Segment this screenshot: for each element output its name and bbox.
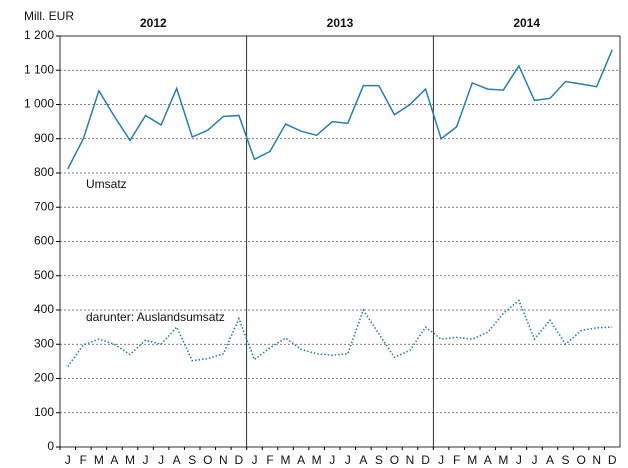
x-tick-label: D — [608, 453, 617, 467]
series-line — [67, 299, 613, 367]
x-tick-label: D — [421, 453, 430, 467]
series-annotation: darunter: Auslandsumsatz — [86, 310, 225, 324]
x-tick-label: J — [65, 453, 71, 467]
x-tick-label: A — [484, 453, 492, 467]
x-tick-label: S — [562, 453, 570, 467]
x-tick-label: S — [188, 453, 196, 467]
x-tick-label: M — [125, 453, 135, 467]
y-axis-label: Mill. EUR — [24, 9, 74, 23]
x-tick-label: M — [467, 453, 477, 467]
y-tick-label: 400 — [34, 302, 54, 316]
x-tick-label: A — [297, 453, 305, 467]
x-tick-label: J — [438, 453, 444, 467]
x-tick-label: D — [235, 453, 244, 467]
x-tick-label: J — [516, 453, 522, 467]
x-tick-label: A — [359, 453, 367, 467]
x-tick-label: N — [219, 453, 228, 467]
x-tick-label: N — [592, 453, 601, 467]
x-tick-label: J — [345, 453, 351, 467]
x-tick-label: O — [203, 453, 212, 467]
x-tick-label: J — [531, 453, 537, 467]
x-tick-label: O — [390, 453, 399, 467]
x-tick-label: S — [375, 453, 383, 467]
y-tick-label: 100 — [34, 405, 54, 419]
y-tick-label: 900 — [34, 131, 54, 145]
x-tick-label: A — [173, 453, 181, 467]
x-tick-label: F — [80, 453, 87, 467]
y-tick-label: 700 — [34, 199, 54, 213]
y-tick-label: 200 — [34, 371, 54, 385]
x-tick-label: O — [576, 453, 585, 467]
year-label: 2013 — [327, 16, 354, 30]
x-tick-label: M — [312, 453, 322, 467]
x-tick-label: F — [266, 453, 273, 467]
x-tick-label: A — [546, 453, 554, 467]
series-line — [67, 49, 613, 170]
x-tick-label: A — [110, 453, 118, 467]
y-tick-label: 600 — [34, 234, 54, 248]
y-tick-label: 500 — [34, 268, 54, 282]
x-tick-label: J — [329, 453, 335, 467]
x-tick-label: J — [143, 453, 149, 467]
y-tick-label: 800 — [34, 165, 54, 179]
y-tick-label: 0 — [47, 439, 54, 453]
y-tick-label: 1 100 — [24, 62, 54, 76]
x-tick-label: M — [94, 453, 104, 467]
y-tick-label: 1 200 — [24, 28, 54, 42]
series-annotation: Umsatz — [86, 177, 127, 191]
year-label: 2014 — [513, 16, 540, 30]
x-tick-label: M — [281, 453, 291, 467]
y-tick-label: 300 — [34, 336, 54, 350]
x-tick-label: F — [453, 453, 460, 467]
x-tick-label: J — [158, 453, 164, 467]
x-tick-label: J — [251, 453, 257, 467]
year-label: 2012 — [140, 16, 167, 30]
y-tick-label: 1 000 — [24, 97, 54, 111]
x-tick-label: N — [406, 453, 415, 467]
x-tick-label: M — [498, 453, 508, 467]
